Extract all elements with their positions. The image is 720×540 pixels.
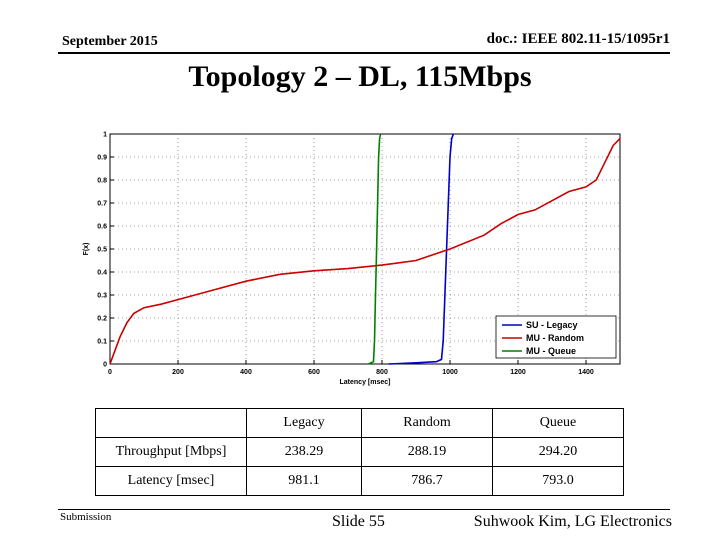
table-cell: 288.19: [361, 437, 493, 467]
table-header-cell: Queue: [492, 408, 624, 438]
y-tick-label: 0: [103, 362, 107, 369]
y-tick-label: 1: [103, 132, 107, 139]
legend-entry: MU - Queue: [526, 346, 576, 356]
x-tick-label: 0: [108, 369, 112, 376]
header-date: September 2015: [62, 34, 158, 49]
y-tick-label: 0.7: [97, 201, 107, 208]
table-header-cell: [95, 408, 247, 438]
footer-divider: [58, 509, 670, 510]
footer-submission: Submission: [60, 511, 112, 523]
table-cell: Latency [msec]: [95, 466, 247, 496]
x-tick-label: 400: [240, 369, 252, 376]
table-header-cell: Legacy: [246, 408, 362, 438]
x-tick-label: 200: [172, 369, 184, 376]
y-tick-label: 0.8: [97, 178, 107, 185]
y-tick-label: 0.5: [97, 247, 107, 254]
footer-slide-number: Slide 55: [332, 513, 385, 530]
legend-entry: MU - Random: [526, 333, 584, 343]
x-tick-label: 600: [308, 369, 320, 376]
y-tick-label: 0.6: [97, 224, 107, 231]
y-axis-label: F(x): [83, 243, 90, 256]
x-tick-label: 1400: [578, 369, 594, 376]
results-table: Legacy Random Queue Throughput [Mbps] 23…: [95, 408, 624, 496]
series-line: [388, 133, 455, 365]
table-header-row: Legacy Random Queue: [95, 408, 624, 438]
table-row: Latency [msec] 981.1 786.7 793.0: [95, 466, 624, 496]
header-doc-id: doc.: IEEE 802.11-15/1095r1: [486, 31, 670, 47]
series-line: [109, 138, 621, 365]
slide-title: Topology 2 – DL, 115Mbps: [188, 60, 532, 93]
footer-author: Suhwook Kim, LG Electronics: [473, 513, 672, 530]
table-cell: 238.29: [246, 437, 362, 467]
table-cell: Throughput [Mbps]: [95, 437, 247, 467]
legend-entry: SU - Legacy: [526, 320, 578, 330]
table-row: Throughput [Mbps] 238.29 288.19 294.20: [95, 437, 624, 467]
table-cell: 786.7: [361, 466, 493, 496]
y-tick-label: 0.4: [97, 270, 107, 277]
cdf-chart: 0 200 400 600 800 1000 1200 1400 0 0.1 0.2 0.3 0.4 0.…: [83, 132, 621, 386]
x-tick-label: 800: [376, 369, 388, 376]
x-tick-label: 1000: [442, 369, 458, 376]
header-divider: [58, 52, 670, 54]
y-tick-label: 0.2: [97, 316, 107, 323]
y-tick-label: 0.3: [97, 293, 107, 300]
x-tick-label: 1200: [510, 369, 526, 376]
y-tick-label: 0.9: [97, 155, 107, 162]
x-axis-label: Latency [msec]: [340, 379, 391, 386]
y-tick-label: 0.1: [97, 339, 107, 346]
table-cell: 793.0: [492, 466, 624, 496]
table-header-cell: Random: [361, 408, 493, 438]
table-cell: 981.1: [246, 466, 362, 496]
series-line: [368, 133, 382, 365]
table-cell: 294.20: [492, 437, 624, 467]
